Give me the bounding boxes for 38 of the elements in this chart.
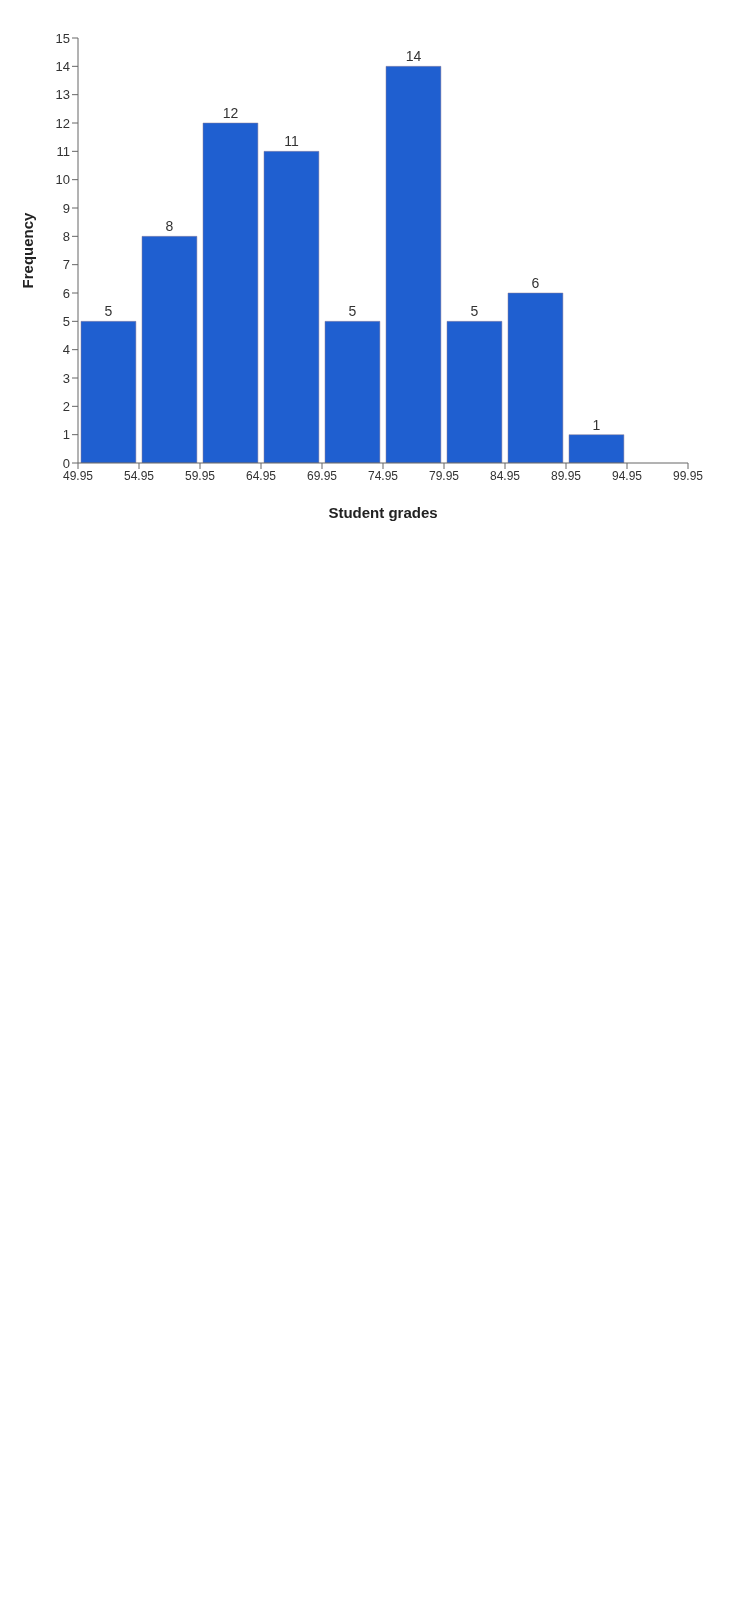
x-tick-label: 49.95	[62, 468, 94, 483]
x-tick-label: 59.95	[184, 468, 216, 483]
data-label: 12	[222, 105, 239, 121]
y-tick-label: 4	[62, 342, 70, 358]
data-label: 8	[165, 218, 174, 235]
x-tick-label: 69.95	[306, 468, 338, 483]
data-label: 5	[104, 303, 113, 320]
x-axis-title: Student grades	[328, 504, 438, 521]
y-tick-label: 11	[56, 143, 70, 159]
x-tick-label: 64.95	[245, 468, 277, 483]
y-tick-label: 9	[62, 200, 70, 216]
y-tick-label: 1	[62, 427, 70, 443]
data-label: 5	[470, 303, 479, 320]
x-tick-label: 79.95	[428, 468, 460, 483]
data-label: 14	[405, 48, 422, 65]
data-label: 1	[592, 416, 601, 433]
x-tick-label: 89.95	[550, 468, 582, 483]
data-label: 6	[531, 275, 540, 291]
y-tick-label: 10	[55, 172, 70, 188]
y-tick-label: 6	[62, 285, 70, 301]
y-tick-label: 14	[55, 58, 70, 74]
y-axis-title: Frequency	[19, 211, 37, 289]
x-tick-label: 74.95	[367, 468, 399, 483]
x-tick-label: 84.95	[489, 468, 521, 483]
y-tick-label: 3	[62, 370, 70, 386]
y-tick-label: 12	[55, 115, 70, 131]
data-label: 5	[348, 303, 357, 320]
x-tick-label: 94.95	[611, 468, 643, 483]
y-tick-label: 7	[62, 257, 70, 273]
y-tick-label: 13	[55, 87, 70, 103]
y-tick-label: 5	[62, 313, 70, 329]
y-tick-label: 0	[62, 455, 70, 471]
y-tick-label: 2	[62, 398, 70, 414]
y-tick-label: 8	[62, 228, 70, 244]
y-tick-label: 15	[55, 30, 70, 46]
data-label: 11	[284, 133, 299, 150]
x-tick-label: 99.95	[672, 468, 704, 483]
x-tick-label: 54.95	[123, 468, 155, 483]
